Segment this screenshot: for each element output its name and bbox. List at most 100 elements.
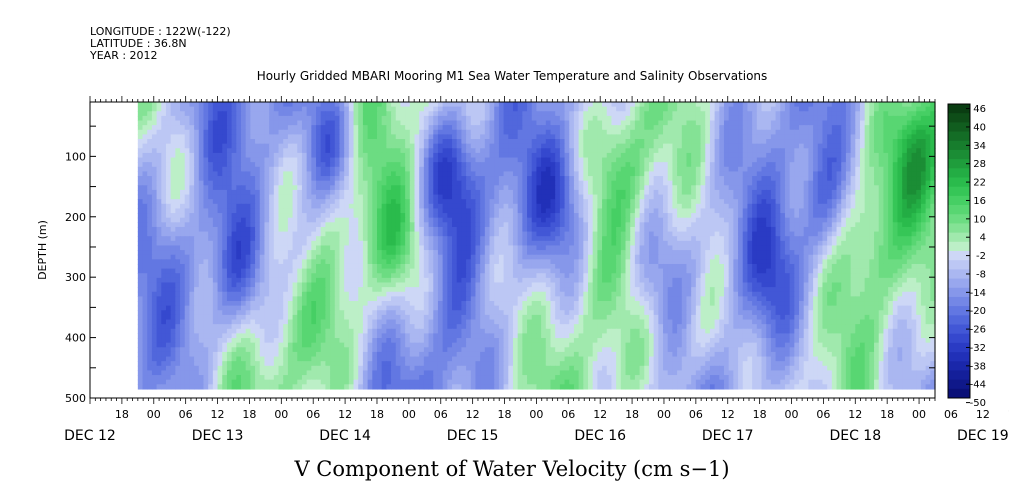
heatmap-cell: [245, 194, 251, 200]
heatmap-cell: [719, 102, 725, 108]
heatmap-cell: [644, 226, 650, 233]
heatmap-cell: [653, 199, 659, 205]
heatmap-cell: [672, 162, 678, 168]
heatmap-cell: [362, 157, 369, 163]
heatmap-cell: [175, 180, 181, 186]
heatmap-cell: [470, 115, 477, 122]
heatmap-cell: [616, 102, 622, 108]
heatmap-cell: [799, 185, 805, 191]
heatmap-cell: [667, 106, 673, 112]
heatmap-cell: [334, 222, 341, 228]
heatmap-cell: [644, 157, 650, 163]
heatmap-cell: [165, 129, 172, 135]
heatmap-cell: [681, 157, 688, 163]
heatmap-cell: [564, 157, 570, 163]
heatmap-cell: [569, 166, 575, 173]
heatmap-cell: [836, 148, 842, 154]
heatmap-cell: [588, 189, 594, 196]
heatmap-cell: [583, 106, 589, 112]
heatmap-cell: [813, 125, 819, 131]
heatmap-cell: [869, 194, 875, 200]
heatmap-cell: [395, 180, 402, 186]
heatmap-cell: [925, 157, 931, 163]
heatmap-cell: [278, 152, 284, 159]
heatmap-cell: [381, 217, 387, 223]
heatmap-cell: [630, 208, 636, 214]
heatmap-cell: [648, 199, 655, 205]
heatmap-cell: [723, 162, 730, 168]
heatmap-cell: [325, 176, 331, 182]
heatmap-cell: [630, 194, 636, 200]
heatmap-cell: [681, 217, 688, 223]
heatmap-cell: [311, 189, 317, 196]
heatmap-cell: [869, 226, 875, 233]
heatmap-cell: [222, 134, 228, 140]
heatmap-cell: [742, 189, 749, 196]
heatmap-cell: [747, 115, 753, 122]
heatmap-cell: [850, 162, 856, 168]
heatmap-cell: [358, 176, 364, 182]
heatmap-cell: [855, 203, 861, 210]
heatmap-cell: [376, 236, 383, 242]
heatmap-cell: [855, 152, 861, 159]
heatmap-cell: [358, 139, 364, 145]
heatmap-cell: [616, 125, 622, 131]
heatmap-cell: [766, 185, 772, 191]
heatmap-cell: [503, 148, 509, 154]
heatmap-cell: [920, 115, 927, 122]
heatmap-cell: [827, 199, 833, 205]
heatmap-cell: [573, 129, 580, 135]
heatmap-cell: [508, 226, 514, 233]
heatmap-cell: [212, 226, 219, 233]
heatmap-cell: [170, 102, 176, 108]
heatmap-cell: [484, 189, 491, 196]
heatmap-cell: [156, 222, 162, 228]
heatmap-cell: [344, 157, 350, 163]
heatmap-cell: [616, 176, 622, 182]
heatmap-cell: [850, 148, 856, 154]
heatmap-cell: [156, 166, 162, 173]
heatmap-cell: [405, 213, 411, 219]
heatmap-cell: [348, 180, 355, 186]
heatmap-cell: [620, 139, 627, 145]
heatmap-cell: [203, 213, 209, 219]
heatmap-cell: [541, 129, 547, 135]
heatmap-cell: [255, 139, 261, 145]
heatmap-cell: [808, 217, 814, 223]
heatmap-cell: [747, 152, 753, 159]
heatmap-cell: [194, 171, 200, 177]
heatmap-cell: [466, 157, 472, 163]
heatmap-cell: [766, 176, 772, 182]
heatmap-cell: [700, 139, 706, 145]
heatmap-cell: [287, 185, 294, 191]
heatmap-cell: [752, 157, 758, 163]
heatmap-cell: [606, 199, 613, 205]
heatmap-cell: [198, 106, 205, 112]
heatmap-cell: [822, 148, 828, 154]
heatmap-cell: [813, 208, 819, 214]
heatmap-cell: [920, 226, 927, 233]
heatmap-cell: [226, 102, 233, 108]
heatmap-cell: [470, 152, 477, 159]
heatmap-cell: [728, 157, 734, 163]
heatmap-cell: [226, 157, 233, 163]
heatmap-cell: [367, 120, 373, 126]
heatmap-cell: [344, 102, 350, 108]
heatmap-cell: [151, 125, 158, 131]
heatmap-cell: [906, 189, 913, 196]
heatmap-cell: [541, 120, 547, 126]
heatmap-cell: [723, 222, 730, 228]
heatmap-cell: [855, 208, 861, 214]
heatmap-cell: [480, 213, 486, 219]
heatmap-cell: [409, 102, 416, 108]
heatmap-cell: [728, 199, 734, 205]
heatmap-cell: [925, 120, 931, 126]
heatmap-cell: [855, 157, 861, 163]
heatmap-cell: [738, 111, 744, 117]
heatmap-cell: [545, 162, 552, 168]
heatmap-cell: [348, 143, 355, 149]
heatmap-cell: [287, 203, 294, 210]
heatmap-cell: [137, 134, 144, 140]
heatmap-cell: [165, 217, 172, 223]
heatmap-cell: [695, 166, 702, 173]
